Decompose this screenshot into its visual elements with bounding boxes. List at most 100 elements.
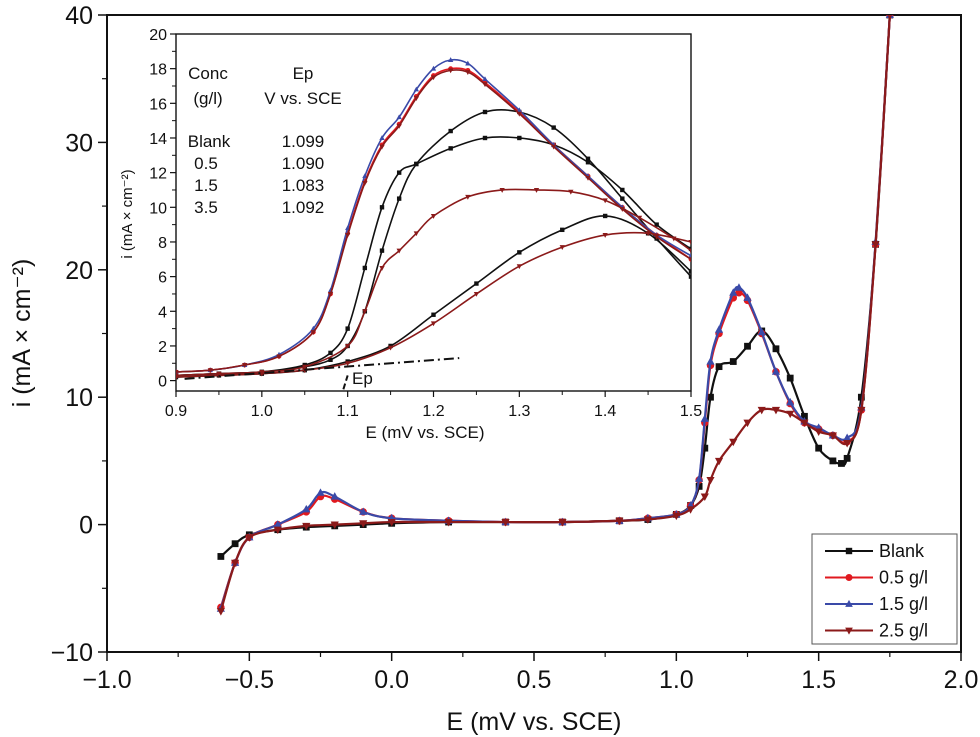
main-data-point	[701, 444, 709, 452]
inset-data-point	[602, 198, 608, 204]
inset-y-tick-label: 2	[158, 339, 167, 356]
main-data-point	[871, 241, 880, 249]
inset-y-tick-label: 20	[149, 27, 167, 44]
inset-series-line	[176, 188, 691, 377]
inset-data-point	[413, 96, 419, 101]
inset-data-point	[379, 205, 385, 210]
inset-data-point	[499, 187, 505, 193]
inset-data-point	[345, 361, 351, 367]
main-data-point	[706, 476, 715, 485]
main-data-point	[857, 393, 865, 401]
main-data-point	[734, 283, 744, 291]
legend: Blank 0.5 g/l 1.5 g/l 2.5 g/l	[811, 533, 958, 645]
inset-x-tick-label: 1.1	[337, 403, 359, 420]
main-x-tick-label: 1.5	[801, 666, 836, 694]
main-x-tick-label: 2.0	[944, 666, 979, 694]
inset-data-point	[176, 369, 179, 375]
inset-data-point	[517, 135, 522, 141]
inset-data-point	[207, 368, 213, 374]
main-data-point	[706, 357, 715, 365]
main-data-point	[273, 520, 282, 528]
inset-data-point	[620, 187, 625, 193]
main-data-point	[231, 559, 240, 568]
inset-x-tick-label: 1.4	[594, 403, 616, 420]
inset-data-point	[465, 194, 471, 200]
main-data-point	[707, 393, 714, 401]
main-y-tick-label: 20	[65, 257, 93, 285]
main-data-point	[815, 444, 823, 452]
inset-data-point	[482, 109, 488, 115]
inset-y-tick-label: 18	[149, 62, 167, 79]
main-data-point	[330, 521, 339, 530]
main-data-point	[743, 419, 752, 428]
main-data-point	[829, 457, 837, 465]
inset-data-point	[636, 215, 643, 221]
inset-series-group	[176, 57, 691, 390]
inset-data-point	[473, 291, 480, 297]
inset-data-point	[688, 252, 691, 258]
inset-data-point	[302, 364, 308, 370]
inset-data-point	[396, 170, 402, 175]
inset-data-point	[517, 250, 522, 255]
inset-axis-ticks: 0.9 1.0 1.1 1.2 1.3 1.4 1.5 0 2 4 6 8 10 12 14 16 18 20	[149, 27, 702, 420]
main-data-point	[700, 414, 709, 422]
inset-data-point	[516, 264, 522, 270]
main-data-point	[786, 410, 795, 419]
inset-y-tick-label: 16	[149, 96, 167, 113]
inset-data-point	[688, 239, 691, 245]
inset-data-point	[688, 248, 691, 254]
main-data-point	[828, 432, 837, 440]
inset-data-point	[176, 375, 179, 380]
main-data-point	[843, 454, 851, 462]
inset-y-tick-label: 6	[158, 270, 167, 287]
inset-y-tick-label: 0	[158, 374, 167, 391]
inset-table-row-ep: 1.090	[282, 154, 325, 173]
inset-data-point	[516, 111, 522, 117]
inset-data-point	[396, 123, 402, 129]
main-series-group	[216, 15, 894, 616]
inset-data-point	[516, 107, 522, 113]
legend-item: 1.5 g/l	[825, 594, 928, 614]
main-data-point	[843, 440, 852, 448]
main-data-point	[245, 534, 254, 542]
main-data-point	[729, 288, 738, 296]
inset-table-row-ep: 1.083	[282, 176, 325, 195]
legend-item: 2.5 g/l	[825, 621, 928, 641]
inset-table-row-conc: 1.5	[194, 176, 218, 195]
inset-data-point	[328, 357, 333, 363]
legend-label: 0.5 g/l	[879, 568, 928, 588]
main-data-point	[757, 327, 766, 336]
inset-data-point	[310, 330, 316, 335]
main-data-point	[786, 374, 794, 382]
main-data-point	[838, 460, 845, 467]
main-data-point	[615, 517, 624, 526]
inset-data-point	[585, 175, 591, 181]
inset-data-point	[379, 248, 385, 253]
main-data-point	[686, 506, 695, 514]
main-data-point	[715, 363, 723, 371]
inset-data-point	[654, 234, 660, 240]
inset-y-tick-label: 14	[149, 131, 167, 148]
main-data-point	[302, 522, 311, 531]
inset-table-row-ep: 1.099	[282, 132, 325, 151]
inset-data-point	[328, 350, 333, 356]
main-data-point	[273, 526, 282, 535]
inset-data-point	[379, 265, 385, 271]
main-y-tick-label: 40	[65, 2, 93, 30]
main-data-point	[672, 512, 681, 521]
main-data-point	[387, 518, 396, 527]
inset-data-point	[345, 343, 351, 349]
inset-data-point	[559, 245, 565, 251]
main-x-tick-label: −0.5	[225, 666, 274, 694]
main-data-point	[444, 518, 453, 527]
inset-data-point	[327, 291, 334, 297]
inset-data-point	[465, 60, 471, 66]
inset-data-point	[688, 257, 691, 263]
legend-label: Blank	[879, 541, 925, 561]
inset-table-row-conc: Blank	[188, 132, 231, 151]
inset-data-point	[413, 86, 419, 92]
legend-item: 0.5 g/l	[825, 568, 928, 588]
inset-data-point	[482, 76, 488, 82]
inset-x-tick-label: 0.9	[165, 403, 187, 420]
